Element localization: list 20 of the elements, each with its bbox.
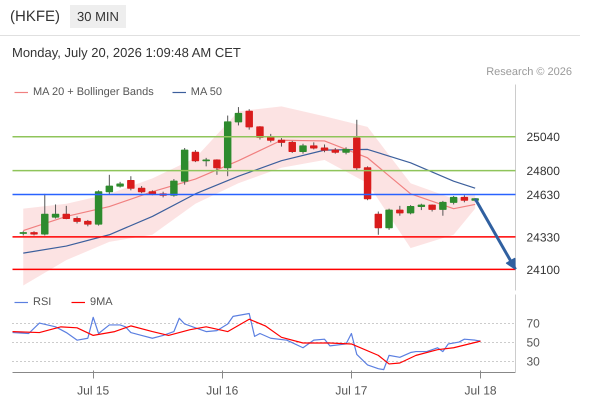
ref-line-label: 24630 bbox=[526, 188, 560, 202]
chart-subtitle: Monday, July 20, 2026 1:09:48 AM CET bbox=[0, 35, 580, 63]
ref-line-label: 24800 bbox=[526, 164, 560, 178]
ref-line-label: 24100 bbox=[526, 262, 560, 277]
text: Research © 2026 bbox=[485, 64, 573, 80]
x-tick-label: Jul 18 bbox=[464, 384, 497, 398]
ref-line-label: 24330 bbox=[526, 230, 560, 244]
legend-label: 9MA bbox=[90, 296, 113, 308]
x-tick-label: Jul 16 bbox=[206, 384, 239, 398]
text: 30 MIN bbox=[70, 5, 126, 28]
y-tick-label: 30 bbox=[526, 354, 540, 369]
x-tick-label: Jul 17 bbox=[335, 384, 368, 398]
y-tick-label: 70 bbox=[526, 316, 540, 331]
legend-label: MA 50 bbox=[190, 86, 222, 98]
ref-line-label: 25040 bbox=[526, 130, 560, 144]
legend-label: MA 20 + Bollinger Bands bbox=[33, 86, 154, 98]
chart-title: (HKFE) bbox=[10, 8, 60, 25]
y-tick-label: 50 bbox=[526, 336, 540, 350]
x-tick-label: Jul 15 bbox=[77, 384, 110, 398]
legend-label: RSI bbox=[33, 296, 52, 308]
